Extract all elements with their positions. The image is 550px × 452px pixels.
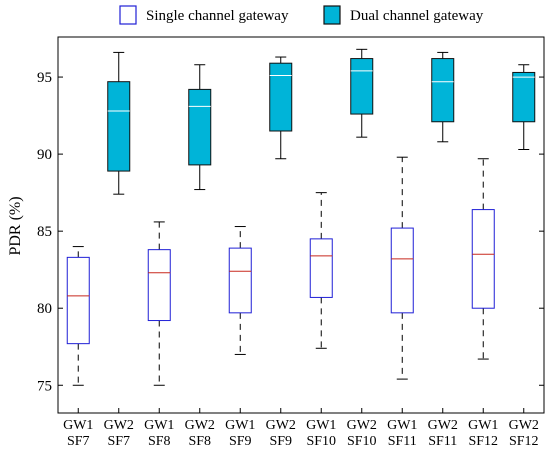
box [269, 62, 293, 132]
box [228, 247, 252, 314]
box [512, 71, 536, 123]
legend-swatch-dual-channel [323, 5, 341, 25]
y-tick-label: 75 [37, 378, 52, 394]
y-tick-label: 85 [37, 224, 52, 240]
x-tick-label-gateway: GW2 [185, 418, 215, 433]
x-tick-label-sf: SF9 [269, 434, 292, 449]
x-tick-label-gateway: GW1 [387, 418, 417, 433]
y-tick-label: 80 [37, 301, 52, 317]
y-axis-label: PDR (%) [7, 196, 24, 255]
x-tick-label-gateway: GW2 [428, 418, 458, 433]
x-tick-label-sf: SF10 [306, 434, 336, 449]
x-tick-label-gateway: GW2 [104, 418, 134, 433]
legend-swatch-single-channel [119, 5, 137, 25]
x-tick-label-sf: SF11 [428, 434, 457, 449]
x-tick-label-sf: SF12 [468, 434, 498, 449]
x-tick-label-gateway: GW2 [509, 418, 539, 433]
x-tick-label-gateway: GW1 [225, 418, 255, 433]
x-tick-label-sf: SF8 [148, 434, 171, 449]
y-tick-label: 95 [37, 70, 52, 86]
box [471, 209, 495, 309]
x-tick-label-sf: SF9 [229, 434, 252, 449]
x-tick-label-sf: SF8 [188, 434, 211, 449]
box [107, 81, 131, 172]
box [431, 58, 455, 123]
legend-label-single-channel: Single channel gateway [146, 8, 289, 24]
x-tick-label-gateway: GW1 [63, 418, 93, 433]
legend-label-dual-channel: Dual channel gateway [350, 8, 484, 24]
x-tick-label-sf: SF12 [509, 434, 539, 449]
x-tick-label-sf: SF11 [388, 434, 417, 449]
x-tick-label-gateway: GW2 [347, 418, 377, 433]
y-tick-label: 90 [37, 147, 52, 163]
box [350, 58, 374, 115]
legend: Single channel gateway Dual channel gate… [119, 5, 484, 25]
box [188, 88, 212, 166]
x-tick-label-gateway: GW1 [468, 418, 498, 433]
x-tick-label-gateway: GW1 [144, 418, 174, 433]
box [147, 249, 171, 322]
x-tick-label-sf: SF7 [67, 434, 90, 449]
box [390, 227, 414, 314]
x-tick-label-gateway: GW2 [266, 418, 296, 433]
x-tick-label-gateway: GW1 [306, 418, 336, 433]
plot-area-frame [57, 36, 545, 414]
box [309, 238, 333, 298]
box [66, 256, 90, 345]
x-tick-label-sf: SF10 [347, 434, 377, 449]
x-tick-label-sf: SF7 [107, 434, 130, 449]
